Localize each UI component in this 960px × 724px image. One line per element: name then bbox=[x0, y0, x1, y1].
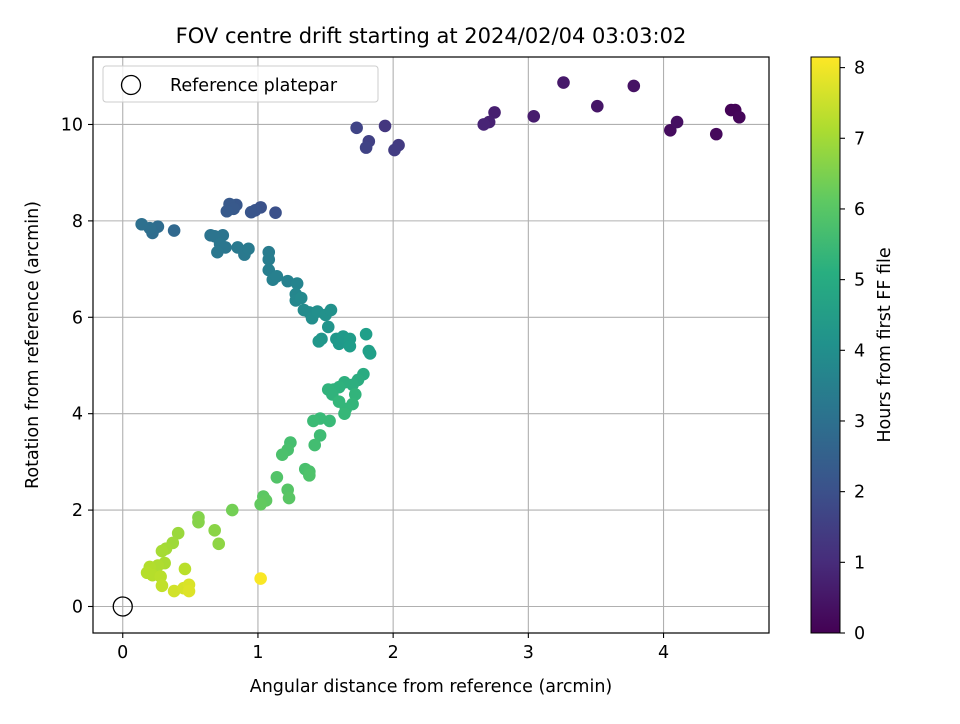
scatter-point bbox=[670, 115, 684, 129]
scatter-point bbox=[709, 127, 723, 141]
x-tick-label: 2 bbox=[388, 643, 399, 663]
colorbar-gradient bbox=[810, 56, 841, 634]
scatter-point bbox=[282, 491, 296, 505]
scatter-point bbox=[220, 204, 234, 218]
reference-marker bbox=[112, 596, 133, 617]
scatter-point bbox=[313, 429, 327, 442]
grid bbox=[93, 57, 769, 633]
x-tick-label: 1 bbox=[252, 643, 263, 663]
scatter-point bbox=[488, 106, 501, 119]
scatter-point bbox=[192, 515, 205, 529]
scatter-point bbox=[281, 274, 294, 288]
colorbar-tick-label: 2 bbox=[854, 483, 865, 503]
scatter-point bbox=[348, 388, 362, 401]
scatter-point bbox=[312, 335, 326, 348]
scatter-point bbox=[477, 118, 491, 131]
legend: Reference platepar bbox=[102, 65, 379, 103]
scatter-point bbox=[321, 320, 335, 334]
scatter-point bbox=[208, 524, 221, 537]
scatter-point bbox=[557, 76, 570, 89]
scatter-point bbox=[388, 143, 401, 157]
scatter-point bbox=[269, 206, 282, 219]
scatter-point bbox=[332, 395, 346, 408]
scatter-point bbox=[290, 277, 304, 290]
plot-frame bbox=[92, 56, 770, 634]
scatter-point bbox=[343, 339, 357, 353]
colorbar-tick-label: 8 bbox=[854, 59, 865, 79]
colorbar-ticks: 0 1 2 3 4 5 6 7 8 bbox=[840, 59, 865, 644]
colorbar-tick-label: 6 bbox=[854, 200, 865, 220]
y-tick-label: 10 bbox=[61, 115, 83, 135]
colorbar-tick-label: 7 bbox=[854, 129, 865, 149]
scatter-point bbox=[155, 544, 169, 558]
scatter-point bbox=[254, 572, 267, 585]
chart-title: FOV centre drift starting at 2024/02/04 … bbox=[176, 24, 687, 48]
x-tick-label: 0 bbox=[117, 643, 128, 663]
y-tick-label: 8 bbox=[72, 212, 83, 232]
scatter-point bbox=[350, 121, 363, 135]
x-tick-label: 4 bbox=[658, 643, 669, 663]
legend-entry-reference: Reference platepar bbox=[170, 76, 338, 96]
scatter-point bbox=[323, 414, 336, 428]
colorbar-tick-label: 0 bbox=[854, 624, 865, 644]
scatter-point bbox=[324, 303, 338, 317]
scatter-point bbox=[135, 217, 148, 231]
scatter-point bbox=[378, 119, 392, 133]
scatter-point bbox=[270, 270, 284, 283]
y-tick-label: 2 bbox=[72, 501, 83, 521]
scatter-point bbox=[167, 584, 181, 598]
legend-box bbox=[102, 65, 379, 103]
legend-marker bbox=[120, 74, 142, 96]
scatter-point bbox=[363, 347, 377, 360]
scatter-point bbox=[308, 438, 322, 452]
scatter-point bbox=[262, 253, 276, 266]
y-axis-ticks: 0 2 4 6 8 10 bbox=[61, 115, 93, 617]
scatter-point bbox=[244, 205, 258, 219]
scatter-point bbox=[182, 584, 196, 598]
x-axis-ticks: 0 1 2 3 4 bbox=[117, 633, 669, 663]
y-tick-label: 0 bbox=[72, 597, 83, 617]
scatter-point bbox=[359, 327, 373, 341]
y-tick-label: 4 bbox=[72, 405, 83, 425]
x-axis-label: Angular distance from reference (arcmin) bbox=[250, 677, 613, 697]
scatter-point bbox=[627, 79, 641, 93]
scatter-point bbox=[167, 224, 181, 237]
scatter-point bbox=[211, 245, 224, 259]
scatter-point bbox=[225, 503, 239, 517]
colorbar-tick-label: 4 bbox=[854, 341, 865, 361]
scatter-points bbox=[135, 76, 746, 598]
scatter-point bbox=[307, 414, 320, 428]
scatter-point bbox=[590, 99, 604, 113]
scatter-point bbox=[212, 537, 226, 551]
colorbar-tick-label: 3 bbox=[854, 412, 865, 432]
y-tick-label: 6 bbox=[72, 308, 83, 328]
scatter-point bbox=[254, 498, 267, 511]
scatter-point bbox=[732, 110, 746, 124]
scatter-point bbox=[303, 469, 316, 482]
colorbar-tick-label: 1 bbox=[854, 553, 865, 573]
scatter-point bbox=[242, 242, 255, 256]
x-tick-label: 3 bbox=[523, 643, 534, 663]
scatter-point bbox=[275, 448, 289, 461]
scatter-point bbox=[294, 291, 308, 305]
scatter-point bbox=[178, 562, 192, 576]
y-axis-label: Rotation from reference (arcmin) bbox=[23, 201, 43, 489]
scatter-point bbox=[338, 407, 351, 420]
scatter-point bbox=[270, 471, 284, 484]
colorbar-label: Hours from first FF file bbox=[875, 247, 895, 442]
scatter-point bbox=[527, 109, 541, 123]
scatter-point bbox=[155, 579, 169, 593]
colorbar-tick-label: 5 bbox=[854, 271, 865, 291]
reference-point bbox=[112, 596, 133, 617]
scatter-point bbox=[171, 526, 185, 540]
scatter-point bbox=[359, 141, 373, 154]
colorbar: 0 1 2 3 4 5 6 7 8 Hours from first FF file bbox=[810, 56, 895, 644]
